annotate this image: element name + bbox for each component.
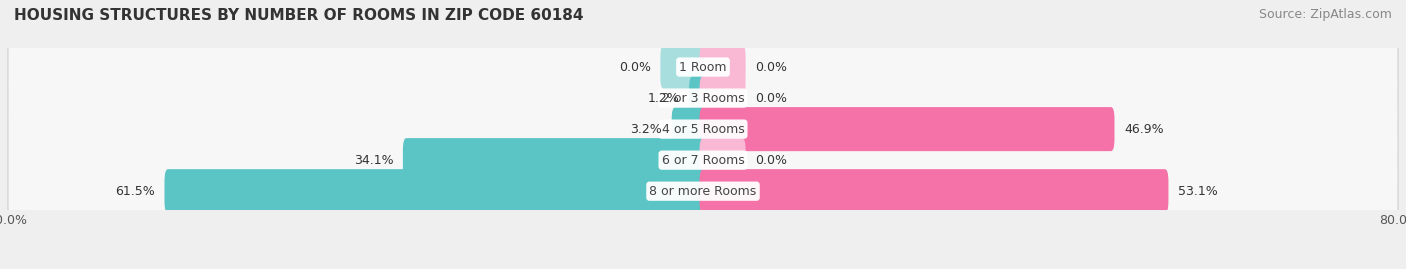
Text: 2 or 3 Rooms: 2 or 3 Rooms (662, 91, 744, 105)
FancyBboxPatch shape (700, 169, 1168, 213)
Text: 1 Room: 1 Room (679, 61, 727, 73)
Text: 0.0%: 0.0% (619, 61, 651, 73)
Text: 34.1%: 34.1% (354, 154, 394, 167)
FancyBboxPatch shape (700, 138, 745, 182)
Text: 4 or 5 Rooms: 4 or 5 Rooms (662, 123, 744, 136)
Text: 3.2%: 3.2% (630, 123, 662, 136)
Text: 53.1%: 53.1% (1178, 185, 1218, 198)
Text: 0.0%: 0.0% (755, 61, 787, 73)
FancyBboxPatch shape (689, 76, 706, 120)
FancyBboxPatch shape (8, 105, 1398, 153)
FancyBboxPatch shape (672, 107, 706, 151)
Text: 6 or 7 Rooms: 6 or 7 Rooms (662, 154, 744, 167)
Text: Source: ZipAtlas.com: Source: ZipAtlas.com (1258, 8, 1392, 21)
FancyBboxPatch shape (7, 35, 1399, 99)
Text: 46.9%: 46.9% (1123, 123, 1164, 136)
FancyBboxPatch shape (661, 45, 706, 89)
Text: HOUSING STRUCTURES BY NUMBER OF ROOMS IN ZIP CODE 60184: HOUSING STRUCTURES BY NUMBER OF ROOMS IN… (14, 8, 583, 23)
FancyBboxPatch shape (700, 107, 1115, 151)
FancyBboxPatch shape (700, 45, 745, 89)
Text: 8 or more Rooms: 8 or more Rooms (650, 185, 756, 198)
Text: 1.2%: 1.2% (648, 91, 679, 105)
FancyBboxPatch shape (700, 76, 745, 120)
Legend: Owner-occupied, Renter-occupied: Owner-occupied, Renter-occupied (568, 264, 838, 269)
FancyBboxPatch shape (7, 128, 1399, 192)
FancyBboxPatch shape (8, 74, 1398, 122)
Text: 0.0%: 0.0% (755, 154, 787, 167)
Text: 0.0%: 0.0% (755, 91, 787, 105)
FancyBboxPatch shape (7, 66, 1399, 130)
FancyBboxPatch shape (8, 43, 1398, 91)
FancyBboxPatch shape (7, 159, 1399, 223)
FancyBboxPatch shape (404, 138, 706, 182)
FancyBboxPatch shape (165, 169, 706, 213)
FancyBboxPatch shape (8, 167, 1398, 215)
FancyBboxPatch shape (8, 136, 1398, 185)
FancyBboxPatch shape (7, 97, 1399, 161)
Text: 61.5%: 61.5% (115, 185, 155, 198)
